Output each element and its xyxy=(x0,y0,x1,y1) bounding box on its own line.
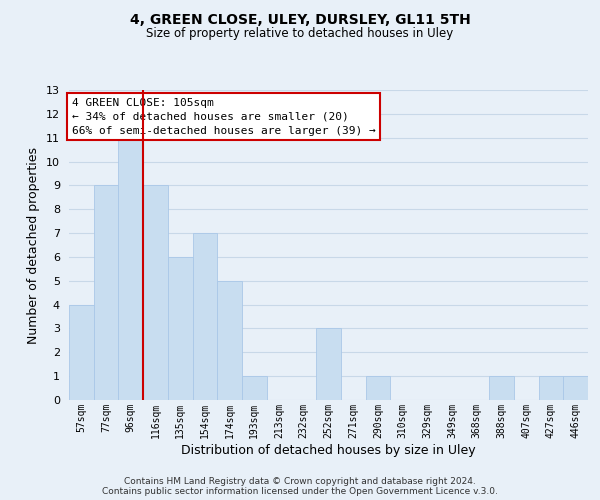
Text: 4, GREEN CLOSE, ULEY, DURSLEY, GL11 5TH: 4, GREEN CLOSE, ULEY, DURSLEY, GL11 5TH xyxy=(130,12,470,26)
Text: Contains HM Land Registry data © Crown copyright and database right 2024.: Contains HM Land Registry data © Crown c… xyxy=(124,476,476,486)
Bar xyxy=(94,186,118,400)
Bar xyxy=(217,281,242,400)
Bar xyxy=(365,376,390,400)
Text: Size of property relative to detached houses in Uley: Size of property relative to detached ho… xyxy=(146,28,454,40)
Text: 4 GREEN CLOSE: 105sqm
← 34% of detached houses are smaller (20)
66% of semi-deta: 4 GREEN CLOSE: 105sqm ← 34% of detached … xyxy=(71,98,376,136)
Bar xyxy=(143,186,168,400)
Bar xyxy=(118,138,143,400)
X-axis label: Distribution of detached houses by size in Uley: Distribution of detached houses by size … xyxy=(181,444,476,456)
Bar xyxy=(69,304,94,400)
Bar xyxy=(563,376,588,400)
Bar xyxy=(539,376,563,400)
Bar xyxy=(489,376,514,400)
Bar xyxy=(316,328,341,400)
Bar xyxy=(168,257,193,400)
Bar xyxy=(193,233,217,400)
Y-axis label: Number of detached properties: Number of detached properties xyxy=(27,146,40,344)
Bar xyxy=(242,376,267,400)
Text: Contains public sector information licensed under the Open Government Licence v.: Contains public sector information licen… xyxy=(102,486,498,496)
